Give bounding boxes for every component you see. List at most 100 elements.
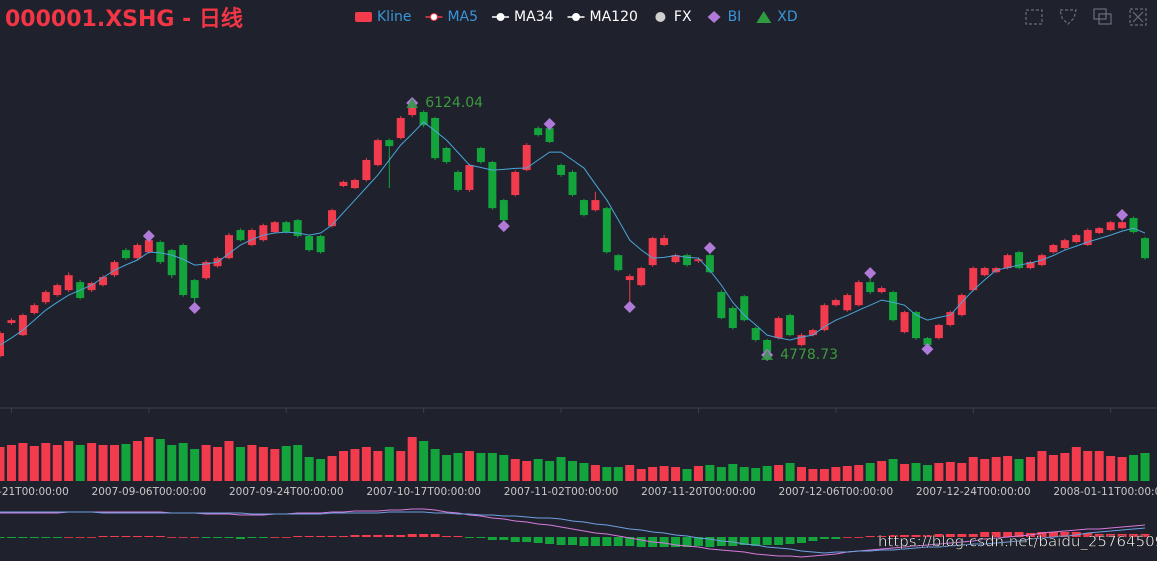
volume-bar <box>110 445 119 481</box>
xd-label: 6124.04 <box>425 95 483 111</box>
x-tick-label: 2007-09-06T00:00:00 <box>92 486 207 498</box>
volume-bar <box>235 447 245 481</box>
volume-bar <box>900 464 910 481</box>
volume-bar <box>121 444 131 481</box>
volume-bar <box>1140 453 1150 481</box>
candle-body <box>774 318 783 339</box>
bi-point <box>543 118 556 131</box>
volume-bar <box>1014 459 1024 481</box>
candle-body <box>282 222 291 233</box>
candle-body <box>328 210 337 227</box>
lasso-icon[interactable] <box>1059 9 1077 25</box>
volume-bar <box>29 446 39 481</box>
legend-icon <box>655 12 666 22</box>
volume-bar <box>361 447 371 481</box>
volume-bar <box>373 451 383 481</box>
legend-label[interactable]: XD <box>777 9 797 25</box>
volume-bar <box>568 461 577 481</box>
candle-body <box>64 275 73 291</box>
macd-bar <box>201 537 211 538</box>
candle-body <box>831 300 840 306</box>
macd-bar <box>522 537 532 542</box>
macd-bar <box>957 534 967 537</box>
macd-bar <box>373 535 383 537</box>
clear-cross[interactable] <box>1132 11 1144 23</box>
zoom-icon[interactable] <box>1025 9 1043 25</box>
volume-bar <box>339 451 348 481</box>
volume-bar <box>934 463 944 481</box>
candle-body <box>1026 262 1035 269</box>
macd-bar <box>430 534 440 537</box>
macd-bar <box>636 537 646 547</box>
macd-bar <box>384 535 394 537</box>
macd-bar <box>270 537 280 538</box>
volume-bar <box>991 457 1001 481</box>
candle-body <box>259 225 268 241</box>
legend-icon <box>756 11 772 23</box>
legend-label[interactable]: MA5 <box>447 9 478 25</box>
macd-bar <box>831 537 841 539</box>
candle-body <box>843 295 852 311</box>
volume-bar <box>224 441 234 481</box>
volume-bar <box>167 445 177 481</box>
candle-body <box>167 250 176 276</box>
volume-bar <box>556 457 566 481</box>
legend-label[interactable]: MA120 <box>590 9 638 25</box>
candle-body <box>534 128 543 136</box>
macd-bar <box>671 537 681 547</box>
volume-bar <box>213 447 223 481</box>
candle-body <box>465 165 474 190</box>
macd-bar <box>556 537 566 545</box>
volume-bar <box>18 443 28 481</box>
macd-bar <box>18 537 28 538</box>
macd-bar <box>579 537 589 546</box>
bi-point <box>703 242 716 255</box>
candle-body <box>121 250 130 259</box>
volume-bar <box>705 465 715 481</box>
volume-bar <box>1129 455 1139 481</box>
volume-bar <box>533 459 543 481</box>
legend-icon <box>572 13 581 21</box>
volume-bar <box>808 469 818 481</box>
macd-bar <box>499 537 509 540</box>
candle-body <box>385 140 394 147</box>
candle-body <box>820 305 829 331</box>
volume-bar <box>419 441 429 481</box>
volume-bar <box>155 439 165 481</box>
candle-body <box>499 200 508 221</box>
volume-bar <box>442 455 452 481</box>
macd-bar <box>625 537 635 546</box>
macd-bar <box>419 534 429 537</box>
legend-label[interactable]: BI <box>728 9 742 25</box>
macd-bar <box>877 536 887 537</box>
macd-bar <box>327 536 337 537</box>
macd-bar <box>110 536 119 537</box>
bi-point <box>142 230 155 243</box>
macd-bar <box>464 537 474 538</box>
macd-bar <box>762 537 772 545</box>
legend-label[interactable]: Kline <box>377 9 411 25</box>
x-tick-label: 2007-10-17T00:00:00 <box>366 486 481 498</box>
legend-icon <box>707 11 721 23</box>
macd-bar <box>1094 534 1104 537</box>
candle-body <box>1049 245 1058 253</box>
volume-bar <box>41 443 51 481</box>
candle-body <box>53 285 62 296</box>
volume-bar <box>0 447 5 481</box>
candle-body <box>0 333 4 357</box>
toolbox[interactable] <box>1025 8 1147 26</box>
macd-bar <box>980 532 990 537</box>
candle-body <box>488 162 497 209</box>
candle-body <box>442 147 451 163</box>
legend-label[interactable]: MA34 <box>514 9 554 25</box>
candle-body <box>270 222 279 233</box>
legend-label[interactable]: FX <box>674 9 692 25</box>
volume-bar <box>247 445 257 481</box>
macd-bar <box>316 536 326 537</box>
clear-icon[interactable] <box>1129 8 1147 26</box>
macd-bar <box>52 537 62 538</box>
restore-icon-2[interactable] <box>1098 13 1112 25</box>
macd-bar <box>1117 534 1127 537</box>
volume-bar <box>797 467 806 481</box>
